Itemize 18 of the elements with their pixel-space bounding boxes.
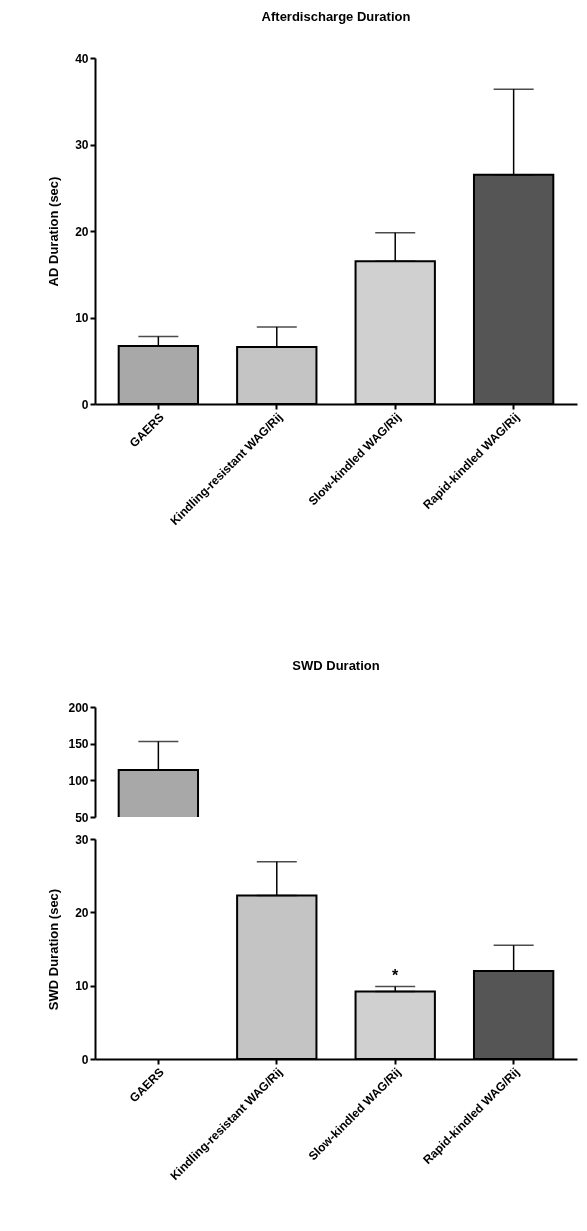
- y-tick-label: 20: [75, 905, 89, 920]
- y-tick-label: 50: [75, 810, 89, 825]
- y-tick-label: 100: [68, 773, 89, 788]
- y-tick-label: 150: [68, 737, 89, 752]
- annotation: *: [392, 967, 400, 985]
- y-tick-label: 30: [75, 138, 89, 152]
- y-tick-label: 0: [81, 1052, 89, 1067]
- y-axis-title: SWD Duration (sec): [46, 888, 62, 1011]
- y-tick-label: 200: [68, 700, 89, 715]
- chart-title: SWD Duration: [292, 658, 380, 673]
- y-tick-label: 0: [81, 397, 89, 412]
- y-tick-label: 30: [75, 832, 89, 847]
- y-tick-label: 10: [75, 311, 89, 325]
- chart-title: Afterdischarge Duration: [261, 9, 411, 24]
- y-tick-label: 20: [75, 224, 89, 239]
- y-tick-label: 10: [75, 979, 89, 994]
- y-axis-title: AD Duration (sec): [46, 176, 62, 287]
- y-tick-label: 40: [75, 51, 89, 66]
